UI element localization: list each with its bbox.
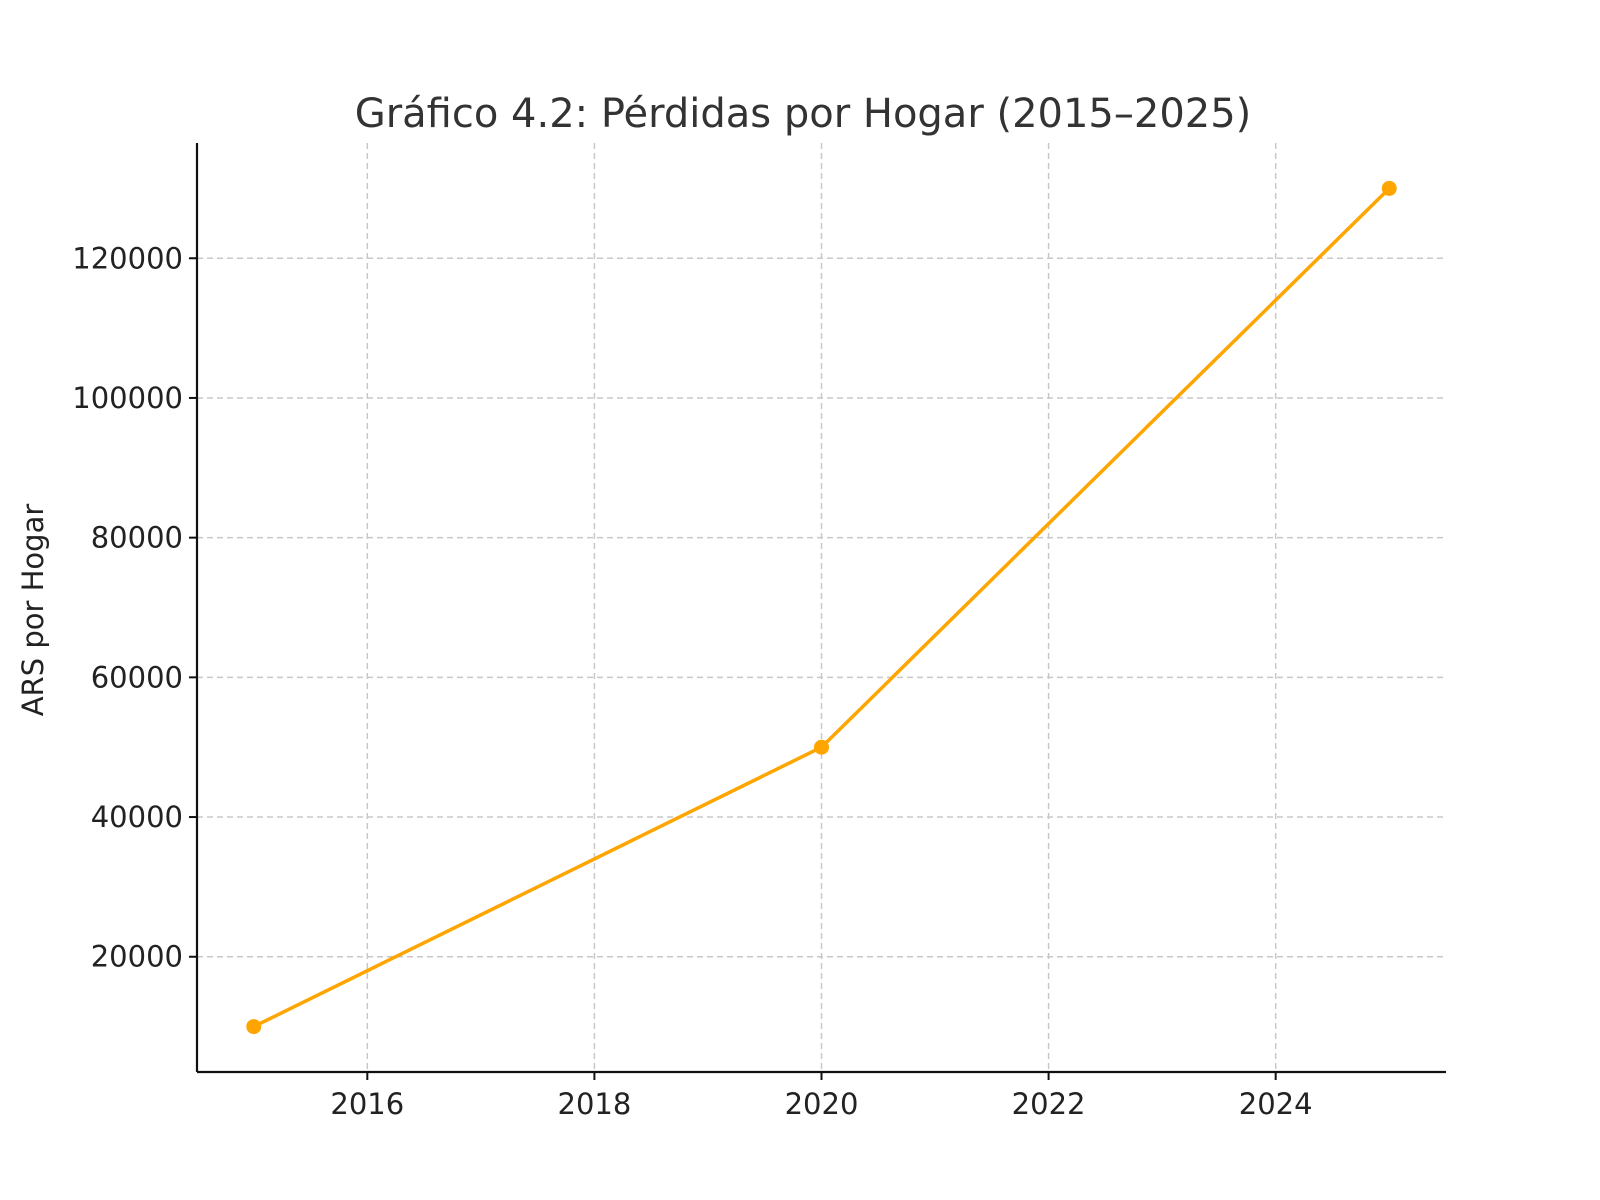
y-tick-label: 80000 <box>91 521 183 555</box>
chart-title: Gráfico 4.2: Pérdidas por Hogar (2015–20… <box>355 91 1252 137</box>
series-group <box>246 180 1397 1035</box>
x-axis: 2016 2018 2020 2022 2024 <box>330 1072 1313 1121</box>
y-tick-label: 60000 <box>91 660 183 694</box>
grid <box>197 143 1446 1072</box>
data-point <box>246 1019 262 1035</box>
y-axis-label: ARS por Hogar <box>16 504 50 717</box>
x-tick-label: 2022 <box>1012 1087 1086 1121</box>
data-point <box>1381 180 1397 196</box>
x-tick-label: 2016 <box>330 1087 404 1121</box>
y-tick-label: 100000 <box>72 381 183 415</box>
y-tick-label: 20000 <box>91 940 183 974</box>
x-tick-label: 2020 <box>785 1087 859 1121</box>
x-tick-label: 2024 <box>1239 1087 1313 1121</box>
y-axis: 20000 40000 60000 80000 100000 120000 <box>72 241 197 974</box>
data-point <box>814 739 829 755</box>
y-tick-label: 120000 <box>72 241 183 275</box>
y-tick-label: 40000 <box>91 800 183 834</box>
x-tick-label: 2018 <box>558 1087 632 1121</box>
